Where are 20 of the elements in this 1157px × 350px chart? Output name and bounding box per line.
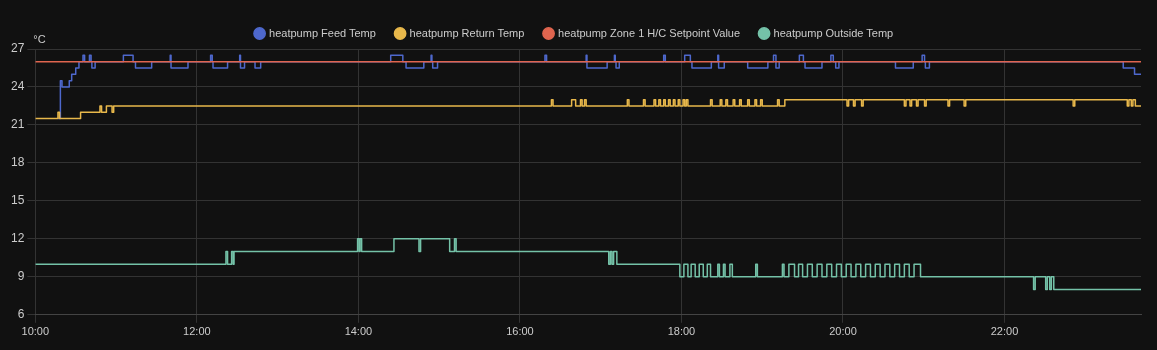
x-tick-label: 12:00 [183,325,211,338]
x-tick-label: 14:00 [344,325,373,338]
x-tick-label: 22:00 [990,325,1019,338]
y-tick-label: 15 [10,193,25,208]
x-tick-label: 10:00 [21,325,50,338]
y-axis-title: °C [33,32,46,45]
y-tick-label: 6 [17,307,25,322]
legend-label: heatpump Outside Temp [773,26,894,39]
y-tick-label: 9 [17,269,25,284]
y-tick-label: 21 [10,117,25,132]
x-tick-label: 16:00 [506,325,534,338]
legend-label: heatpump Return Temp [409,26,525,39]
legend-label: heatpump Feed Temp [269,26,376,39]
legend-label: heatpump Zone 1 H/C Setpoint Value [558,26,741,39]
y-tick-label: 12 [10,231,25,246]
y-tick-label: 18 [10,155,25,170]
x-tick-label: 20:00 [829,325,857,338]
x-tick-label: 18:00 [667,325,696,338]
y-tick-label: 27 [10,41,25,56]
y-tick-label: 24 [10,79,25,94]
